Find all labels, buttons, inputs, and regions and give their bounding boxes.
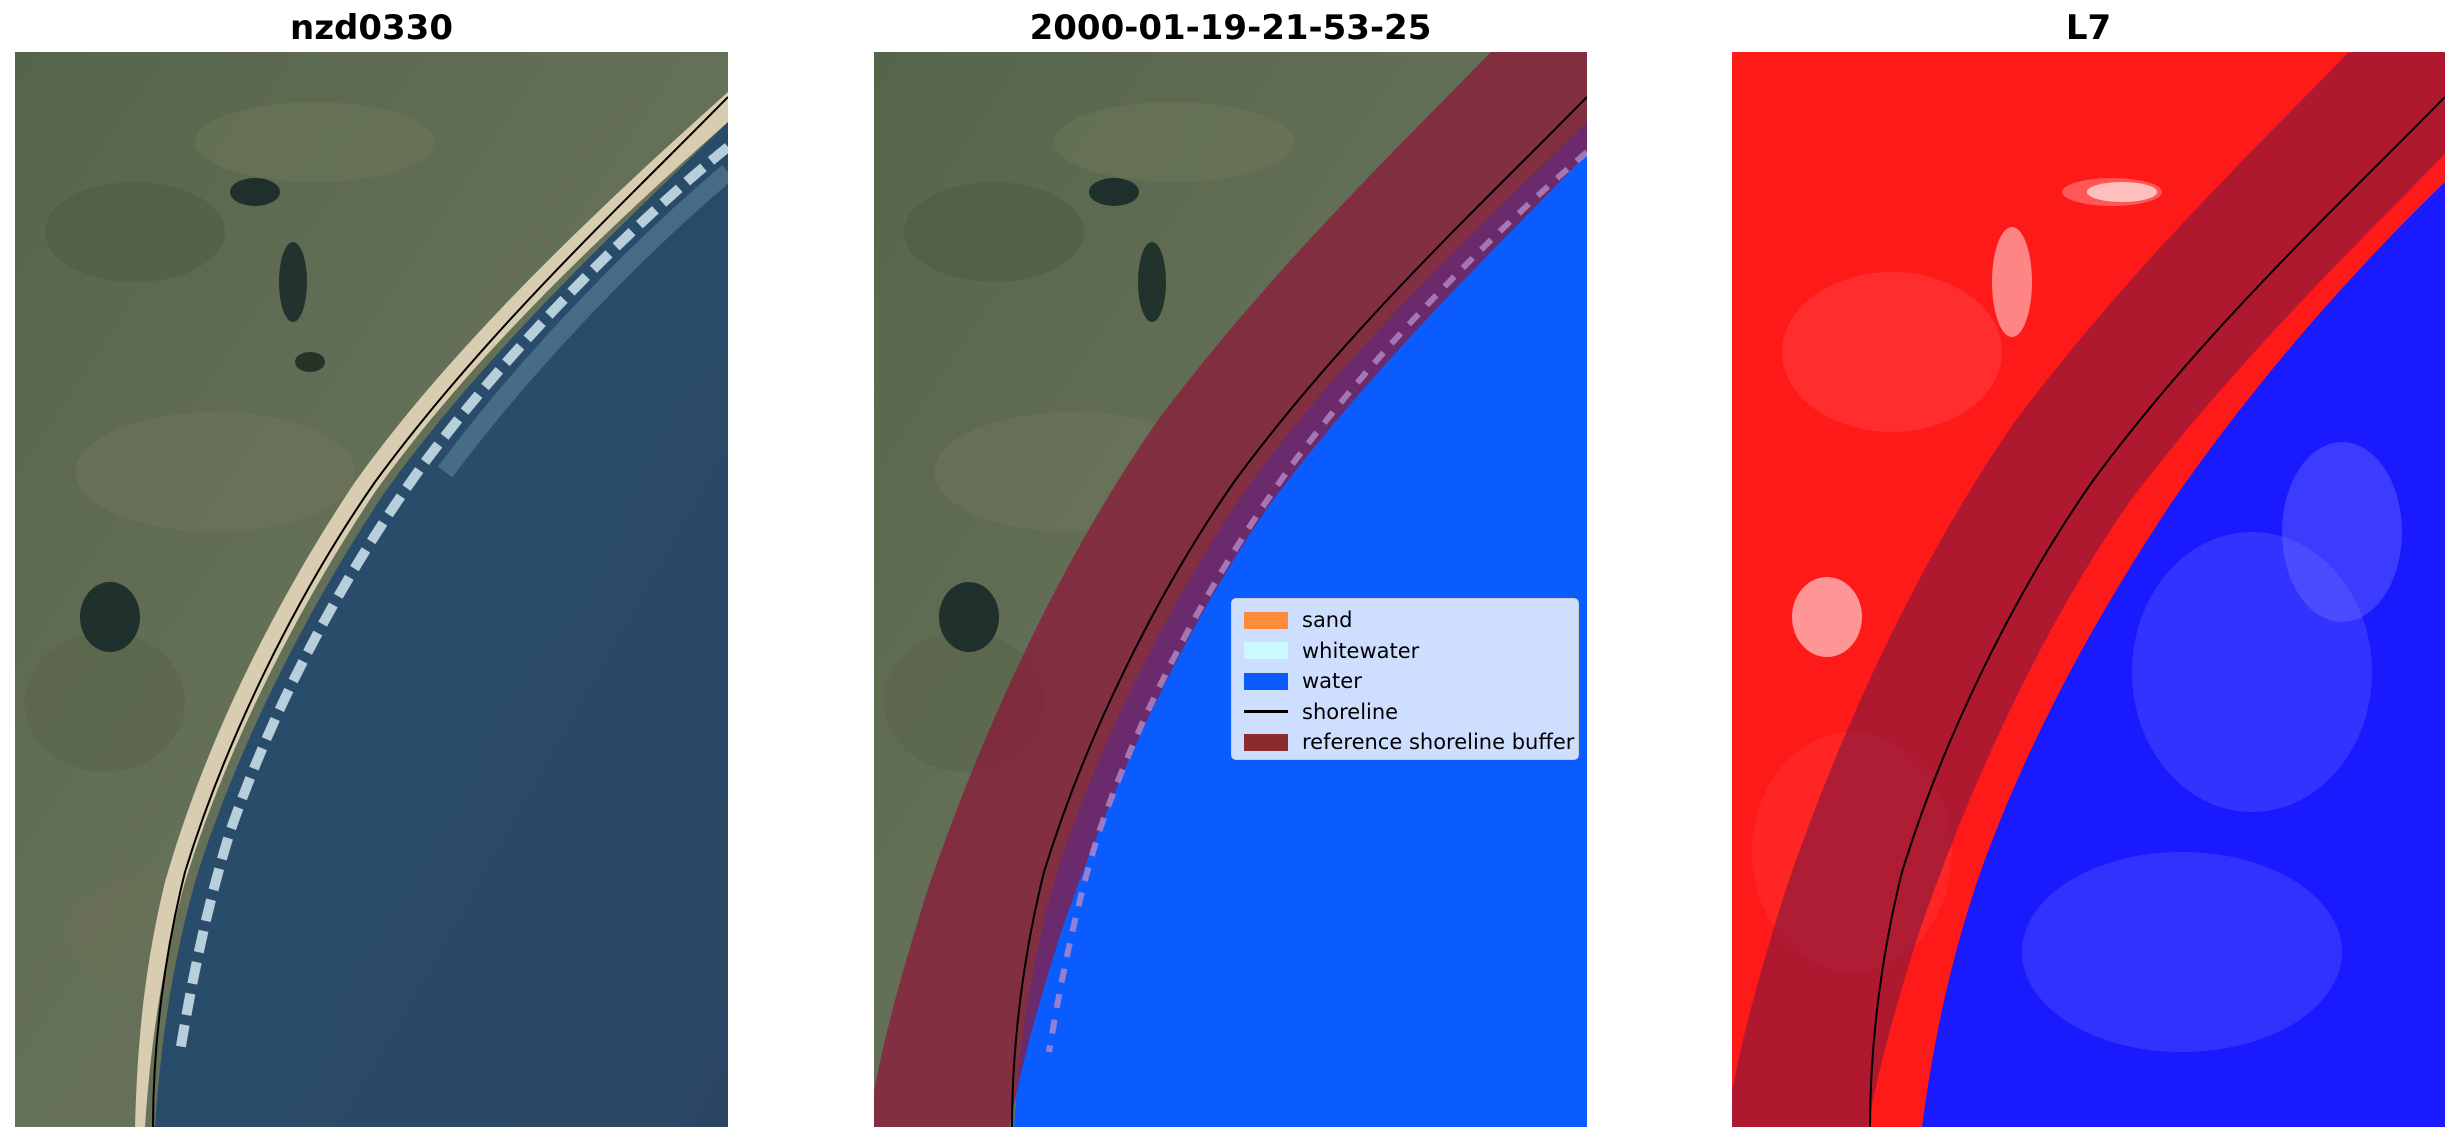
panel-title-classified: 2000-01-19-21-53-25 (1029, 8, 1432, 48)
classified-image (874, 52, 1587, 1127)
legend-swatch-sand (1244, 611, 1288, 629)
legend-item-whitewater: whitewater (1240, 636, 1570, 667)
panel-title-rgb: nzd0330 (290, 8, 453, 48)
legend-label: reference shoreline buffer (1302, 730, 1575, 755)
legend-swatch-whitewater (1244, 642, 1288, 660)
legend-swatch-buffer (1244, 733, 1288, 751)
legend-line-shoreline (1244, 710, 1288, 714)
legend-item-buffer: reference shoreline buffer (1240, 727, 1574, 758)
index-image (1732, 52, 2445, 1127)
legend: sand whitewater water shoreline referenc… (1231, 598, 1579, 760)
legend-label: shoreline (1302, 699, 1399, 724)
rgb-satellite-image (15, 52, 728, 1127)
legend-label: sand (1302, 608, 1353, 633)
legend-swatch-water (1244, 672, 1288, 690)
legend-item-water: water (1240, 666, 1570, 697)
legend-item-sand: sand (1240, 605, 1570, 636)
legend-item-shoreline: shoreline (1240, 697, 1570, 728)
panel-title-index: L7 (2065, 8, 2112, 48)
legend-label: whitewater (1302, 638, 1420, 663)
legend-label: water (1302, 669, 1362, 694)
